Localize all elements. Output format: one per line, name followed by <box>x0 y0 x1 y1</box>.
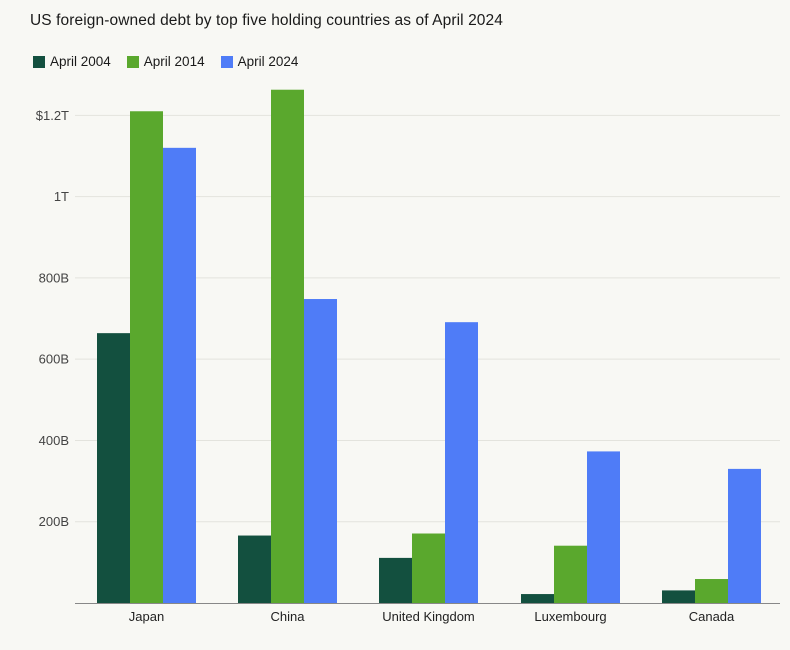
bar-luxembourg-april-2014 <box>554 545 587 603</box>
y-tick-label--1-2t: $1.2T <box>36 108 69 123</box>
legend-item-april-2014: April 2014 <box>126 54 205 69</box>
bar-japan-april-2014 <box>130 111 163 604</box>
bar-united-kingdom-april-2024 <box>445 322 478 603</box>
y-tick-label-200b: 200B <box>39 514 69 529</box>
bar-canada-april-2014 <box>695 579 728 603</box>
bar-canada-april-2004 <box>662 590 695 603</box>
legend-item-april-2024: April 2024 <box>220 54 299 69</box>
bar-china-april-2024 <box>304 299 337 603</box>
y-tick-label-400b: 400B <box>39 433 69 448</box>
bar-canada-april-2024 <box>728 468 761 603</box>
bar-united-kingdom-april-2004 <box>379 557 412 603</box>
bar-luxembourg-april-2024 <box>587 451 620 603</box>
bar-china-april-2014 <box>271 89 304 603</box>
x-tick-label-canada: Canada <box>689 609 735 624</box>
y-tick-label-800b: 800B <box>39 270 69 285</box>
bar-luxembourg-april-2004 <box>521 594 554 603</box>
bar-united-kingdom-april-2014 <box>412 533 445 603</box>
x-tick-label-united-kingdom: United Kingdom <box>382 609 475 624</box>
x-tick-label-luxembourg: Luxembourg <box>534 609 606 624</box>
chart-title: US foreign-owned debt by top five holdin… <box>30 12 503 29</box>
legend-swatch-april-2024 <box>220 55 233 68</box>
legend-label-april-2004: April 2004 <box>50 54 111 69</box>
legend-item-april-2004: April 2004 <box>33 54 111 69</box>
bar-china-april-2004 <box>238 535 271 603</box>
legend-label-april-2024: April 2024 <box>237 54 299 69</box>
chart-legend: April 2004 April 2014 April 2024 <box>33 54 298 69</box>
bar-japan-april-2004 <box>97 333 130 603</box>
x-tick-label-china: China <box>271 609 306 624</box>
bar-japan-april-2024 <box>163 147 196 603</box>
legend-swatch-april-2014 <box>126 55 139 68</box>
y-tick-label-1t: 1T <box>54 189 69 204</box>
x-tick-label-japan: Japan <box>129 609 164 624</box>
y-tick-label-600b: 600B <box>39 352 69 367</box>
legend-label-april-2014: April 2014 <box>143 54 205 69</box>
legend-swatch-april-2004 <box>33 55 45 68</box>
